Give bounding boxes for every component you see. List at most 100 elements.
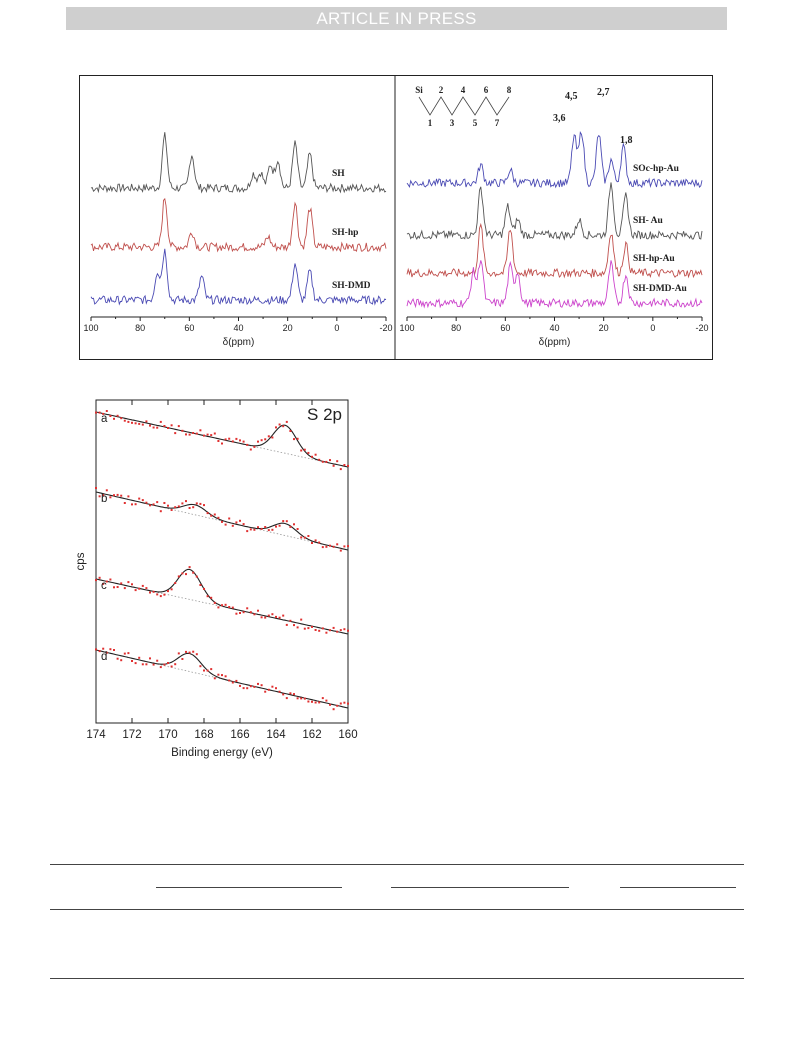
xps-data-point [242, 523, 245, 526]
xps-data-point [167, 662, 169, 664]
xps-data-point [307, 535, 310, 537]
xps-data-point [213, 432, 216, 435]
xps-data-point [210, 514, 213, 517]
xps-data-point [181, 429, 184, 432]
xps-data-point [329, 629, 331, 632]
xps-data-point [242, 611, 245, 614]
xps-data-point [307, 451, 310, 454]
xps-data-point [152, 503, 155, 506]
xps-data-point [271, 613, 274, 616]
xps-data-point [177, 505, 180, 508]
nmr-tick-label: -20 [695, 323, 708, 333]
xps-data-point [163, 663, 166, 666]
xps-data-point [156, 426, 159, 429]
xps-data-point [303, 536, 306, 539]
xps-data-point [109, 648, 112, 651]
xps-data-point [332, 708, 335, 711]
xps-data-point [264, 526, 267, 528]
xps-data-point [181, 572, 184, 575]
xps-data-point [246, 443, 249, 446]
xps-data-point [167, 590, 169, 593]
xps-data-point [307, 700, 310, 703]
xps-data-point [185, 500, 187, 503]
xps-data-point [188, 433, 191, 436]
xps-data-point [123, 587, 126, 590]
table-group-rule-1 [156, 887, 342, 888]
xps-data-point [321, 627, 324, 630]
xps-data-point [239, 439, 241, 442]
xps-data-point [336, 460, 339, 463]
xps-data-point [210, 668, 213, 671]
xps-data-point [285, 520, 288, 523]
xps-data-point [300, 536, 303, 539]
xps-data-point [174, 432, 177, 435]
xps-data-point [192, 650, 195, 653]
xps-data-point [120, 659, 123, 662]
xps-data-point [188, 507, 191, 509]
xps-data-point [271, 436, 274, 439]
xps-data-point [145, 501, 148, 504]
xps-data-point [253, 445, 256, 448]
xps-data-point [260, 616, 263, 619]
xps-data-point [260, 439, 263, 442]
xps-data-point [116, 493, 119, 496]
xps-data-point [343, 545, 346, 548]
nmr-tick-label: 80 [451, 323, 461, 333]
xps-data-point [282, 425, 285, 428]
xps-data-point [231, 524, 234, 527]
xps-data-point [217, 516, 220, 519]
nmr-right-panel: 100 80 60 40 20 0 -20 δ(ppm) SOc-hp-Au SH- Au SH-h… [399, 85, 708, 348]
xps-data-point [339, 468, 342, 471]
xps-data-point [105, 410, 108, 412]
xps-data-point [300, 697, 303, 700]
xps-data-point [347, 464, 349, 467]
xps-data-point [311, 455, 313, 458]
xps-data-point [156, 593, 159, 596]
nmr-tick-label: 20 [599, 323, 609, 333]
xps-data-point [213, 513, 216, 516]
xps-data-point [221, 674, 223, 677]
xps-data-point [329, 703, 331, 706]
nmr-tick-label: -20 [379, 323, 392, 333]
xps-data-point [253, 685, 256, 688]
xps-data-point [177, 652, 180, 655]
xps-data-point [127, 581, 130, 584]
xps-data-point [167, 427, 169, 429]
xps-data-point [188, 566, 191, 569]
xps-data-point [339, 549, 342, 552]
table-top-rule [50, 864, 744, 865]
xps-data-point [278, 524, 281, 527]
xps-data-point [185, 573, 187, 576]
peak-assignment-label: 1,8 [620, 135, 633, 146]
xps-data-point [195, 653, 198, 656]
xps-data-point [257, 526, 259, 529]
xps-data-point [174, 582, 177, 584]
xps-data-point [141, 584, 144, 587]
xps-data-point [325, 545, 328, 548]
xps-data-point [224, 675, 227, 678]
xps-data-point [221, 442, 223, 445]
xps-data-point [235, 521, 238, 524]
xps-data-point [314, 629, 317, 631]
xps-data-point [231, 681, 234, 684]
nmr-series-label: SH-DMD [332, 281, 371, 291]
nmr-x-label: δ(ppm) [539, 337, 571, 348]
structure-atom-label: 8 [507, 85, 512, 95]
peak-assignment-label: 3,6 [553, 113, 566, 124]
xps-data-point [145, 587, 148, 590]
nmr-tick-label: 0 [650, 323, 655, 333]
xps-data-point [325, 631, 328, 634]
xps-data-point [141, 423, 144, 426]
xps-data-point [95, 487, 97, 489]
table-group-rule-3 [620, 887, 736, 888]
xps-data-point [296, 697, 299, 700]
xps-data-point [242, 687, 245, 690]
xps-data-point [95, 648, 97, 651]
xps-data-point [113, 649, 115, 651]
xps-data-point [170, 509, 173, 511]
xps-data-point [134, 662, 137, 665]
xps-data-point [102, 412, 105, 415]
xps-data-point [343, 464, 346, 466]
xps-data-point [134, 503, 137, 506]
xps-data-point [282, 614, 285, 617]
